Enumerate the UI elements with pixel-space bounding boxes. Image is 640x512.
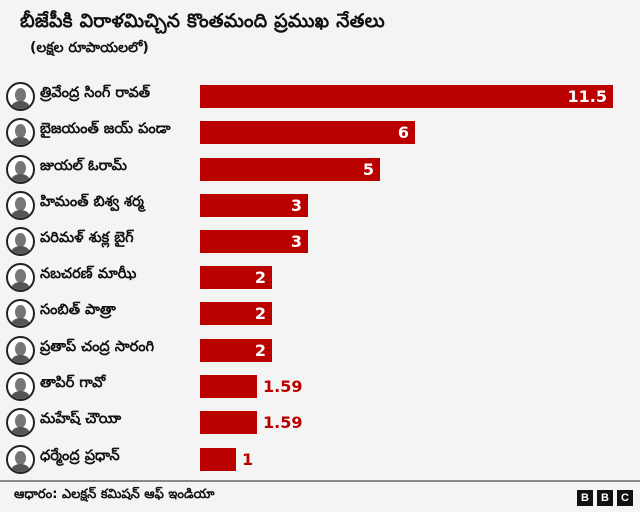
chart-row: త్రివేంద్ర సింగ్ రావత్ 11.5: [0, 79, 640, 115]
bar: 3: [200, 194, 308, 217]
bar: [200, 448, 236, 471]
bar: 3: [200, 230, 308, 253]
bbc-logo-letter: C: [617, 490, 633, 506]
leader-name: మహేష్ చౌయిా: [40, 411, 122, 427]
avatar-icon: [6, 82, 35, 111]
source-note: ఆధారం: ఎలక్షన్ కమిషన్ ఆఫ్ ఇండియా: [14, 487, 215, 502]
chart-row: సంబిత్ పాత్రా 2: [0, 296, 640, 332]
avatar-icon: [6, 155, 35, 184]
bar-value: 3: [290, 232, 302, 251]
bar: [200, 411, 257, 434]
avatar-icon: [6, 372, 35, 401]
avatar-icon: [6, 118, 35, 147]
chart-row: నబచరణ్ మాఝీ 2: [0, 260, 640, 296]
bar-value: 1.59: [263, 413, 303, 432]
chart-row: జుయల్ ఓరామ్ 5: [0, 152, 640, 188]
bar: 6: [200, 121, 415, 144]
chart-row: తాపిర్ గావో 1.59: [0, 369, 640, 405]
bar: 2: [200, 339, 272, 362]
chart-subtitle: (లక్షల రూపాయలలో): [30, 40, 149, 56]
bbc-logo-letter: B: [597, 490, 613, 506]
bar: [200, 375, 257, 398]
bar: 11.5: [200, 85, 613, 108]
leader-name: తాపిర్ గావో: [40, 375, 106, 391]
leader-name: జుయల్ ఓరామ్: [40, 158, 128, 174]
chart-row: ధర్మేంద్ర ప్రధాన్ 1: [0, 442, 640, 478]
bar: 2: [200, 302, 272, 325]
avatar-icon: [6, 227, 35, 256]
bar-value: 11.5: [567, 87, 607, 106]
footer-divider: [0, 480, 640, 482]
bar-value: 1.59: [263, 377, 303, 396]
bbc-logo-letter: B: [577, 490, 593, 506]
avatar-icon: [6, 263, 35, 292]
chart-row: మహేష్ చౌయిా 1.59: [0, 405, 640, 441]
bar-value: 2: [254, 268, 266, 287]
chart-row: ప్రతాప్ చంద్ర సారంగి 2: [0, 333, 640, 369]
bar-value: 1: [242, 450, 254, 469]
avatar-icon: [6, 408, 35, 437]
leader-name: త్రివేంద్ర సింగ్ రావత్: [40, 85, 151, 101]
leader-name: ధర్మేంద్ర ప్రధాన్: [40, 448, 120, 464]
bar: 2: [200, 266, 272, 289]
avatar-icon: [6, 191, 35, 220]
bar-value: 2: [254, 304, 266, 323]
bar-value: 2: [254, 341, 266, 360]
leader-name: పరిమళ్ శుక్ల బైగ్: [40, 230, 134, 246]
leader-name: ప్రతాప్ చంద్ర సారంగి: [40, 339, 155, 355]
leader-name: హిమంత్ బిశ్వ శర్మ: [40, 194, 144, 210]
bar-value: 3: [290, 196, 302, 215]
leader-name: బైజయంత్ జయ్ పండా: [40, 121, 171, 137]
avatar-icon: [6, 336, 35, 365]
avatar-icon: [6, 299, 35, 328]
bar: 5: [200, 158, 380, 181]
bar-value: 5: [362, 160, 374, 179]
chart-title: బీజేపీకి విరాళమిచ్చిన కొంతమంది ప్రముఖ నే…: [20, 10, 385, 32]
bar-value: 6: [397, 123, 409, 142]
avatar-icon: [6, 445, 35, 474]
bbc-logo: B B C: [577, 490, 633, 506]
leader-name: నబచరణ్ మాఝీ: [40, 266, 137, 282]
chart-row: పరిమళ్ శుక్ల బైగ్ 3: [0, 224, 640, 260]
chart-row: హిమంత్ బిశ్వ శర్మ 3: [0, 188, 640, 224]
leader-name: సంబిత్ పాత్రా: [40, 302, 116, 318]
chart-row: బైజయంత్ జయ్ పండా 6: [0, 115, 640, 151]
